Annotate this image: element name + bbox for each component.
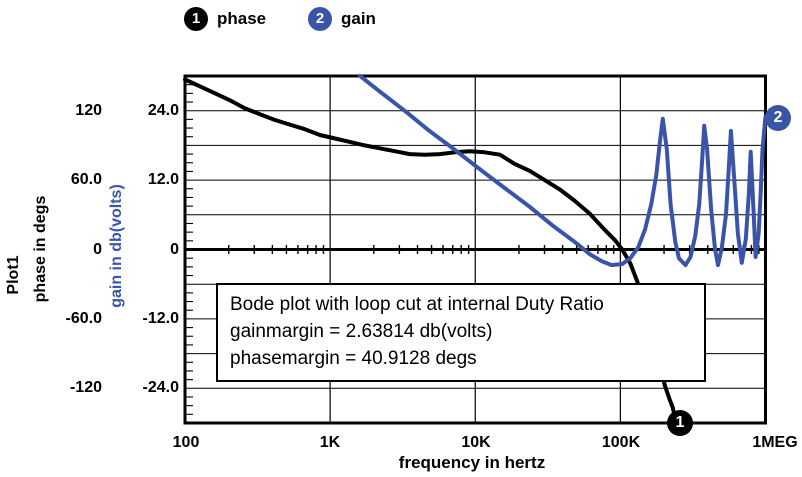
annotation-title: Bode plot with loop cut at internal Duty… xyxy=(230,294,604,315)
legend-label-phase: phase xyxy=(217,8,267,28)
gain-tick-n24: -24.0 xyxy=(142,379,179,396)
annotation-gainmargin: gainmargin = 2.63814 db(volts) xyxy=(230,321,493,342)
phase-tick-120: 120 xyxy=(75,102,102,119)
annotation-box: Bode plot with loop cut at internal Duty… xyxy=(216,283,706,382)
gain-marker-icon: 2 xyxy=(308,6,332,31)
legend-item-phase[interactable]: 1 phase xyxy=(184,6,266,31)
phase-tick-n60: -60.0 xyxy=(65,310,102,327)
gain-tick-12: 12.0 xyxy=(147,171,179,188)
x-axis-title: frequency in hertz xyxy=(398,453,546,472)
phase-curve-end-marker[interactable]: 1 xyxy=(667,410,693,436)
annotation-phasemargin: phasemargin = 40.9128 degs xyxy=(230,348,477,369)
phase-tick-60: 60.0 xyxy=(70,171,102,188)
gain-tick-24: 24.0 xyxy=(147,102,179,119)
gain-tick-n12: -12.0 xyxy=(142,310,179,327)
legend-label-gain: gain xyxy=(341,8,376,28)
xtick-1k: 1K xyxy=(319,434,341,451)
phase-marker-icon: 1 xyxy=(184,6,208,31)
legend-item-gain[interactable]: 2 gain xyxy=(308,6,376,31)
phase-tick-0: 0 xyxy=(93,241,102,258)
xtick-100: 100 xyxy=(172,434,200,451)
phase-tick-n120: -120 xyxy=(69,379,102,396)
xtick-100k: 100K xyxy=(601,434,641,451)
gain-curve-end-marker[interactable]: 2 xyxy=(765,105,791,131)
gain-tick-0: 0 xyxy=(170,241,179,258)
xtick-1meg: 1MEG xyxy=(752,434,798,451)
plot-title-vertical: Plot1 xyxy=(5,255,22,295)
xtick-10k: 10K xyxy=(461,434,491,451)
